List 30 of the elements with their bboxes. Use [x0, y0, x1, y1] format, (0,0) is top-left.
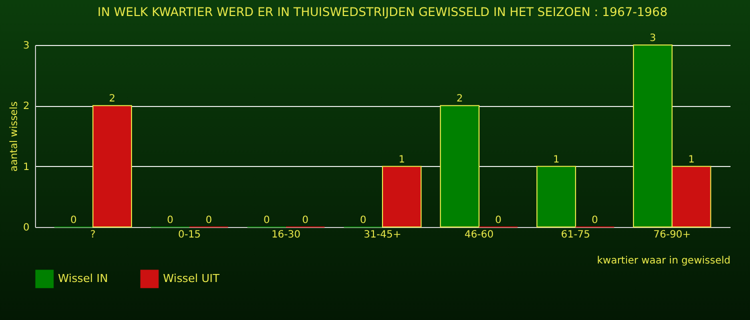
y-tick-label: 1 [23, 162, 30, 173]
data-label: 0 [592, 215, 598, 226]
x-tick-label: 0-15 [178, 230, 201, 240]
x-axis-title: kwartier waar in gewisseld [596, 256, 730, 266]
data-label: 0 [495, 215, 502, 226]
data-label: 3 [650, 33, 656, 44]
data-label: 1 [398, 154, 405, 166]
data-label: 0 [166, 215, 174, 226]
data-label: 0 [70, 215, 77, 226]
x-tick-label: 61-75 [561, 230, 590, 240]
data-label: 2 [456, 94, 463, 105]
x-tick-label: 31-45+ [364, 230, 402, 240]
y-tick-label: 2 [23, 101, 30, 112]
x-tick-label: 46-60 [464, 230, 494, 240]
data-label: 0 [302, 215, 308, 226]
x-tick-label: 16-30 [271, 230, 301, 240]
y-tick-label: 0 [23, 222, 30, 234]
legend-label: Wissel IN [58, 272, 108, 285]
data-label: 0 [263, 215, 270, 226]
chart-title: IN WELK KWARTIER WERD ER IN THUISWEDSTRIJDEN GEWISSELD IN HET SEIZOEN : 1967-1968 [98, 5, 668, 19]
legend-label: Wissel UIT [163, 272, 220, 285]
x-tick-label: ? [90, 230, 96, 240]
x-tick-label: 76-90+ [653, 230, 691, 240]
data-label: 2 [109, 94, 116, 105]
y-tick-label: 3 [23, 40, 30, 52]
data-label: 0 [360, 215, 366, 226]
data-label: 1 [553, 154, 560, 166]
data-label: 1 [688, 154, 695, 166]
y-axis-title: aantal wissels [9, 101, 20, 172]
data-label: 0 [206, 215, 212, 226]
